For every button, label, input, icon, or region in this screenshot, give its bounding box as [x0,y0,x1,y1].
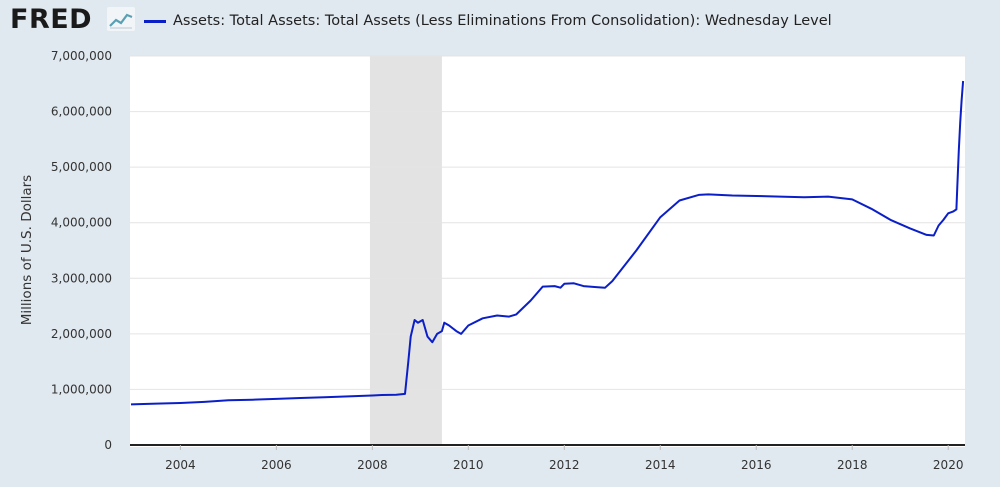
gridlines [130,55,965,390]
y-tick-label: 7,000,000 [51,49,112,63]
x-tick-label: 2016 [741,458,772,472]
legend-entry-label: Assets: Total Assets: Total Assets (Less… [173,13,832,29]
fred-logo[interactable]: FRED [10,4,93,35]
x-tick-label: 2014 [645,458,676,472]
y-tick-label: 2,000,000 [51,327,112,341]
chart-header: FRED Assets: Total Assets: Total Assets … [0,0,1000,44]
y-tick-label: 0 [104,438,112,452]
y-axis-title: Millions of U.S. Dollars [19,175,35,325]
y-tick-label: 4,000,000 [51,216,112,230]
y-tick-label: 1,000,000 [51,382,112,396]
x-tick-label: 2012 [549,458,580,472]
series-line [130,80,965,406]
y-tick-label: 5,000,000 [51,160,112,174]
x-tick-label: 2008 [357,458,388,472]
x-tick-label: 2006 [261,458,292,472]
x-tick-label: 2004 [165,458,196,472]
trend-line-icon [107,7,135,31]
y-tick-label: 6,000,000 [51,105,112,119]
legend-swatch [144,19,166,23]
series-group [130,80,965,406]
y-tick-label: 3,000,000 [51,271,112,285]
plot-area [130,56,965,447]
x-tick-label: 2010 [453,458,484,472]
x-tick-label: 2020 [933,458,964,472]
x-tick-label: 2018 [837,458,868,472]
chart-legend: Assets: Total Assets: Total Assets (Less… [144,10,832,32]
y-axis-ticks: 0 1,000,000 2,000,000 3,000,000 4,000,000 5,0… [51,49,112,452]
x-axis-ticks: 2004 2006 2008 2010 2012 2014 2016 2018 2020 [165,445,963,472]
